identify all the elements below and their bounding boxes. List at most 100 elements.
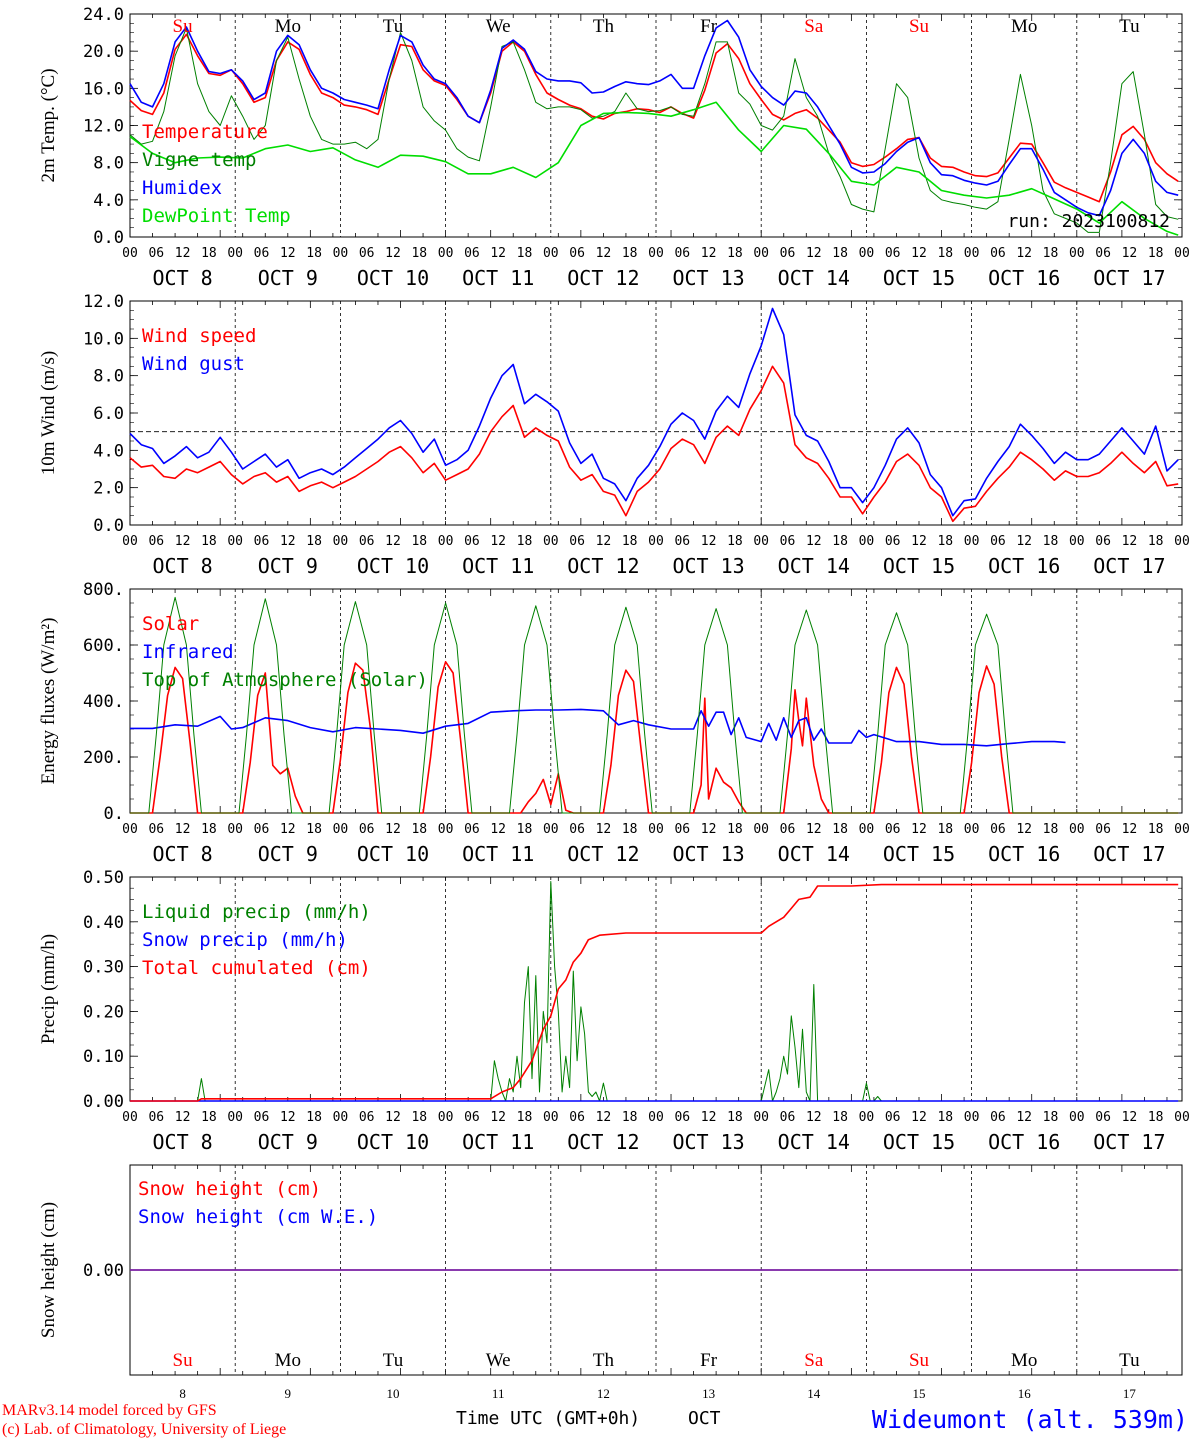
date-label: OCT 8 [152, 554, 212, 578]
run-label: run: 2023100812 [1007, 211, 1170, 232]
hour-label: 00 [227, 246, 243, 261]
hour-label: 18 [1043, 534, 1059, 549]
hour-label: 00 [859, 534, 875, 549]
hour-label: 06 [674, 822, 690, 837]
date-label: OCT 16 [988, 842, 1060, 866]
series-line-1-2 [129, 27, 1179, 233]
hour-label: 06 [990, 1110, 1006, 1125]
date-label: OCT 9 [258, 1130, 318, 1154]
hour-label: 18 [306, 822, 322, 837]
date-label: OCT 15 [883, 266, 955, 290]
legend-entry: DewPoint Temp [142, 205, 291, 227]
hour-label: 06 [569, 1110, 585, 1125]
legend-entry: Liquid precip (mm/h) [142, 901, 371, 923]
hour-label: 12 [701, 1110, 717, 1125]
date-label: OCT 8 [152, 842, 212, 866]
date-label: OCT 12 [567, 842, 639, 866]
hour-label: 18 [727, 1110, 743, 1125]
date-label: OCT 15 [883, 1130, 955, 1154]
hour-label: 12 [806, 822, 822, 837]
hour-label: 06 [359, 534, 375, 549]
panel-4: 0.00 0.10 0.20 0.30 0.40 0.50 Precip (mm/h) Liq… [38, 868, 1190, 1154]
y-tick-label: 0.0 [93, 516, 124, 536]
hour-label: 00 [333, 534, 349, 549]
hour-label: 06 [1095, 246, 1111, 261]
hour-label: 18 [622, 1110, 638, 1125]
hour-label: 06 [359, 1110, 375, 1125]
hour-label: 00 [438, 822, 454, 837]
day-name: Su [909, 16, 930, 37]
y-tick-label: 600. [83, 636, 124, 656]
hour-label: 12 [701, 246, 717, 261]
hour-label: 06 [1095, 1110, 1111, 1125]
y-tick-label: 6.0 [93, 404, 124, 424]
series-line-3-3 [130, 596, 1179, 814]
plot-frame [129, 300, 1183, 526]
day-number: 10 [387, 1386, 400, 1401]
hour-label: 18 [517, 534, 533, 549]
y-tick-label: 8.0 [93, 154, 124, 174]
y-tick-label: 8.0 [93, 367, 124, 387]
y-tick-label: 400. [83, 692, 124, 712]
hour-label: 06 [464, 534, 480, 549]
series-line-4-3 [130, 883, 1179, 1102]
hour-label: 06 [1095, 822, 1111, 837]
plot-frame [129, 13, 1183, 238]
hour-label: 06 [254, 246, 270, 261]
day-name: Sa [804, 1350, 824, 1371]
series-line-4-1 [130, 881, 1179, 1102]
hour-label: 18 [937, 534, 953, 549]
hour-label: 00 [859, 246, 875, 261]
day-name: Mo [1011, 1350, 1037, 1371]
date-label: OCT 13 [672, 266, 744, 290]
hour-label: 18 [937, 822, 953, 837]
legend-entry: Snow height (cm W.E.) [138, 1206, 378, 1228]
hour-label: 00 [1174, 1110, 1190, 1125]
legend-entry: Total cumulated (cm) [142, 957, 371, 979]
day-number: 12 [597, 1386, 610, 1401]
date-label: OCT 17 [1093, 266, 1165, 290]
hour-label: 12 [280, 822, 296, 837]
hour-label: 00 [227, 534, 243, 549]
series-line-1-4 [129, 101, 1179, 236]
day-name: Tu [383, 1350, 404, 1371]
hour-label: 00 [122, 534, 138, 549]
hour-label: 18 [1148, 1110, 1164, 1125]
y-tick-label: 0.20 [83, 1002, 124, 1022]
hour-label: 18 [727, 246, 743, 261]
day-name: Sa [804, 16, 824, 37]
hour-label: 18 [1043, 1110, 1059, 1125]
hour-label: 18 [306, 246, 322, 261]
x-axis-label: Time UTC (GMT+0h) [456, 1408, 640, 1429]
hour-label: 18 [1043, 246, 1059, 261]
day-name: Tu [1119, 1350, 1140, 1371]
hour-label: 00 [1069, 1110, 1085, 1125]
date-label: OCT 9 [258, 554, 318, 578]
hour-label: 18 [517, 822, 533, 837]
hour-label: 18 [201, 246, 217, 261]
day-number: 11 [492, 1386, 505, 1401]
date-label: OCT 8 [152, 266, 212, 290]
hour-label: 00 [122, 822, 138, 837]
hour-label: 06 [148, 1110, 164, 1125]
date-label: OCT 17 [1093, 554, 1165, 578]
hour-label: 18 [937, 246, 953, 261]
hour-label: 12 [175, 246, 191, 261]
hour-label: 12 [806, 1110, 822, 1125]
hour-label: 06 [990, 534, 1006, 549]
legend-entry: Wind gust [142, 353, 245, 375]
hour-label: 18 [411, 1110, 427, 1125]
day-name: Mo [275, 1350, 301, 1371]
hour-label: 06 [1095, 534, 1111, 549]
date-label: OCT 15 [883, 554, 955, 578]
date-label: OCT 11 [462, 554, 534, 578]
hour-label: 00 [1069, 246, 1085, 261]
hour-label: 00 [1174, 534, 1190, 549]
series-line-1-3 [129, 19, 1179, 217]
day-name: Su [173, 1350, 194, 1371]
date-label: OCT 12 [567, 1130, 639, 1154]
y-tick-label: 0. [104, 804, 124, 824]
date-label: OCT 10 [357, 554, 429, 578]
hour-label: 12 [806, 246, 822, 261]
hour-label: 12 [280, 1110, 296, 1125]
